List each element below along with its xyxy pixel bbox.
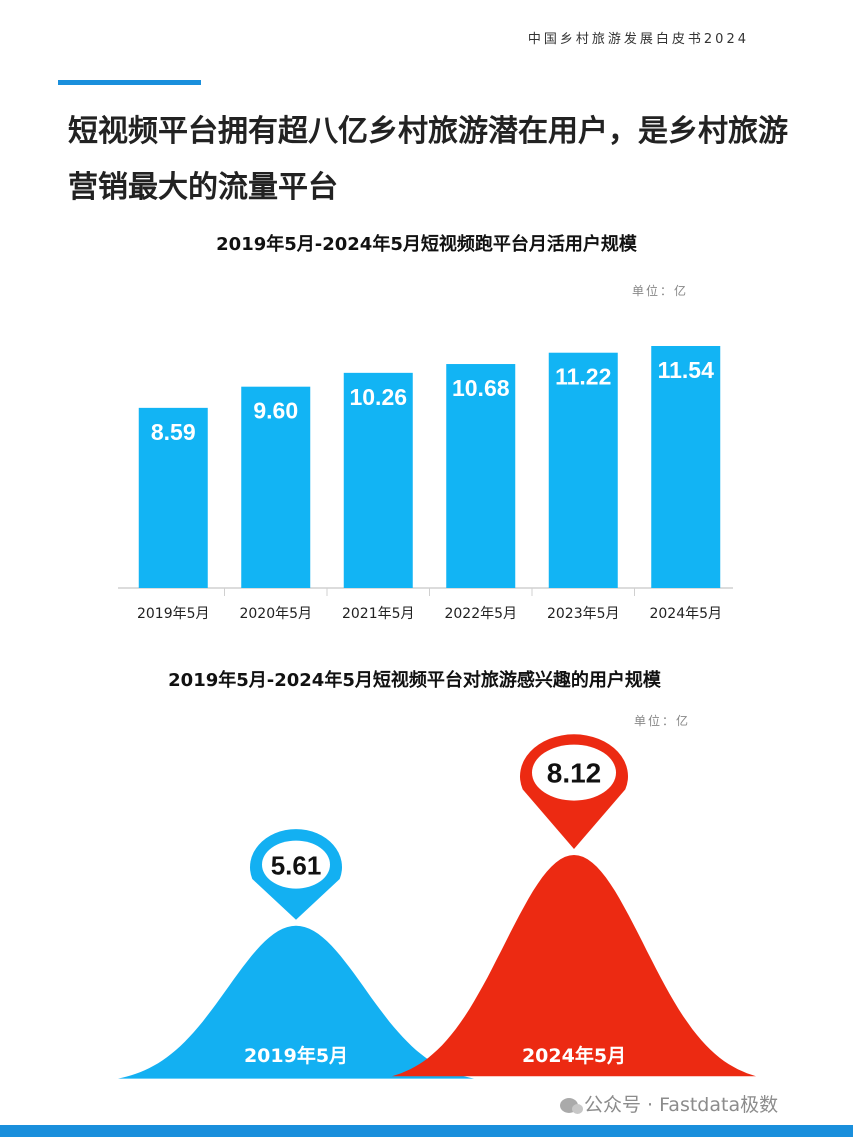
bell-chart-unit: 单位：亿 [634, 714, 691, 728]
x-tick-label: 2019年5月 [137, 606, 210, 622]
watermark-text: 公众号 · Fastdata极数 [584, 1094, 779, 1116]
wechat-icon [560, 1098, 583, 1114]
bell-value-label: 5.61 [271, 851, 322, 881]
bar [651, 346, 721, 588]
bar-value-label: 11.54 [658, 357, 714, 383]
bar-chart-unit: 单位：亿 [632, 284, 689, 298]
pin-bubble [532, 744, 616, 801]
bell-category-label: 2019年5月 [244, 1044, 348, 1067]
bar-value-label: 8.59 [151, 419, 196, 445]
report-title: 中国乡村旅游发展白皮书2024 [527, 32, 749, 47]
x-tick-label: 2023年5月 [547, 606, 620, 622]
page-headline: 短视频平台拥有超八亿乡村旅游潜在用户，是乡村旅游营销最大的流量平台 [68, 114, 788, 205]
x-tick-label: 2022年5月 [444, 606, 517, 622]
bell-curve [118, 925, 474, 1079]
bar [343, 372, 413, 588]
pin-bubble [262, 840, 330, 889]
bar [548, 352, 618, 588]
x-tick-label: 2021年5月 [342, 606, 415, 622]
accent-line [58, 80, 201, 85]
bar [241, 386, 311, 588]
bar [446, 364, 516, 588]
bar-value-label: 10.68 [452, 375, 510, 401]
bar-value-label: 9.60 [253, 398, 298, 424]
bar-value-label: 10.26 [349, 384, 407, 410]
bell-curve [392, 855, 756, 1077]
bell-chart-title: 2019年5月-2024年5月短视频平台对旅游感兴趣的用户规模 [168, 670, 661, 691]
bar [138, 407, 208, 588]
bar-value-label: 11.22 [555, 364, 611, 390]
x-tick-label: 2024年5月 [649, 606, 722, 622]
watermark: 公众号 · Fastdata极数 [560, 1090, 778, 1117]
bell-category-label: 2024年5月 [522, 1044, 626, 1067]
bell-value-label: 8.12 [547, 758, 602, 789]
bottom-accent-bar [0, 1125, 853, 1137]
bar-chart-title: 2019年5月-2024年5月短视频跑平台月活用户规模 [216, 234, 637, 255]
x-tick-label: 2020年5月 [239, 606, 312, 622]
